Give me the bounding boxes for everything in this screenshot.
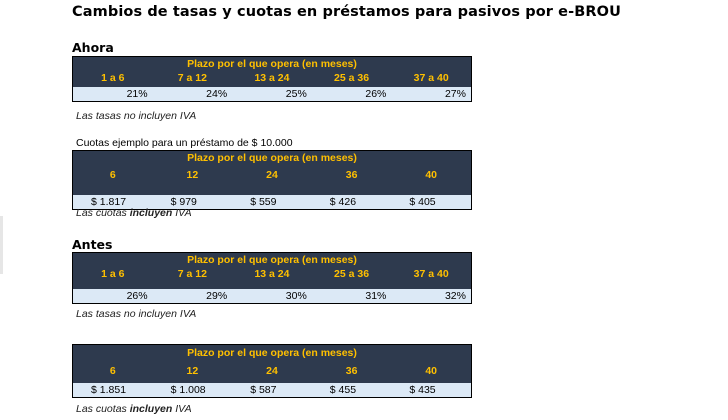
header-spacer [73, 283, 471, 289]
rate-cell: 21% [126, 88, 148, 100]
quotas-table-antes: Plazo por el que opera (en meses) 6 12 2… [72, 344, 472, 398]
quota-cell: $ 426 [329, 196, 357, 208]
column-header: 24 [266, 365, 278, 377]
column-header: 25 a 36 [334, 268, 370, 280]
term-super-header: Plazo por el que opera (en meses) [187, 58, 357, 70]
rate-cell: 27% [444, 88, 466, 100]
column-header: 13 a 24 [254, 268, 290, 280]
column-header: 1 a 6 [101, 268, 125, 280]
rates-table-ahora: Plazo por el que opera (en meses) 1 a 6 … [72, 56, 472, 102]
column-header: 7 a 12 [177, 268, 207, 280]
column-header: 6 [109, 169, 116, 181]
term-column-headers: 6 12 24 36 40 [73, 165, 471, 187]
table-header: Plazo por el que opera (en meses) 1 a 6 … [73, 57, 471, 87]
rate-cell: 25% [285, 88, 307, 100]
table-header: Plazo por el que opera (en meses) 1 a 6 … [73, 253, 471, 283]
column-header: 37 a 40 [413, 268, 449, 280]
rates-table-antes: Plazo por el que opera (en meses) 1 a 6 … [72, 252, 472, 304]
column-header: 40 [425, 169, 438, 181]
column-header: 40 [425, 365, 438, 377]
left-edge-mark [0, 216, 3, 274]
quota-cell: $ 979 [170, 196, 197, 208]
column-header: 36 [345, 365, 358, 377]
term-column-headers: 1 a 6 7 a 12 13 a 24 25 a 36 37 a 40 [73, 267, 471, 283]
rate-cell: 26% [126, 290, 148, 302]
header-spacer [73, 187, 471, 195]
quotas-table-ahora: Plazo por el que opera (en meses) 6 12 2… [72, 150, 472, 210]
quota-cell: $ 435 [409, 384, 436, 396]
page-title: Cambios de tasas y cuotas en préstamos p… [72, 4, 621, 20]
rate-cell: 24% [206, 88, 228, 100]
column-header: 6 [109, 365, 116, 377]
table-row: $ 1.851 $ 1.008 $ 587 $ 455 $ 435 [73, 383, 471, 397]
term-column-headers: 1 a 6 7 a 12 13 a 24 25 a 36 37 a 40 [73, 71, 471, 87]
example-caption: Cuotas ejemplo para un préstamo de $ 10.… [76, 137, 293, 149]
rate-cell: 30% [285, 290, 307, 302]
rate-cell: 29% [206, 290, 228, 302]
term-column-headers: 6 12 24 36 40 [73, 361, 471, 383]
table-header: Plazo por el que opera (en meses) 6 12 2… [73, 151, 471, 187]
quota-cell: $ 1.817 [91, 196, 127, 208]
table-row: 26% 29% 30% 31% 32% [73, 289, 471, 303]
quota-cell: $ 455 [329, 384, 357, 396]
column-header: 25 a 36 [334, 72, 370, 84]
column-header: 12 [186, 169, 199, 181]
quota-cell: $ 559 [250, 196, 277, 208]
table-row: $ 1.817 $ 979 $ 559 $ 426 $ 405 [73, 195, 471, 209]
quota-cell: $ 1.008 [170, 384, 206, 396]
column-header: 12 [186, 365, 199, 377]
quota-cell: $ 1.851 [91, 384, 127, 396]
column-header: 1 a 6 [101, 72, 125, 84]
quotas-note: Las cuotas incluyen IVA [76, 207, 192, 219]
term-super-header: Plazo por el que opera (en meses) [187, 152, 357, 164]
term-super-header: Plazo por el que opera (en meses) [187, 347, 357, 359]
quotas-note: Las cuotas incluyen IVA [76, 403, 192, 415]
column-header: 7 a 12 [177, 72, 207, 84]
column-header: 24 [266, 169, 278, 181]
rate-cell: 31% [365, 290, 387, 302]
column-header: 13 a 24 [254, 72, 290, 84]
table-row: 21% 24% 25% 26% 27% [73, 87, 471, 101]
quota-cell: $ 587 [250, 384, 277, 396]
rates-note: Las tasas no incluyen IVA [76, 308, 197, 320]
section-heading-antes: Antes [72, 237, 113, 252]
rates-note: Las tasas no incluyen IVA [76, 110, 197, 122]
term-super-header: Plazo por el que opera (en meses) [187, 254, 357, 266]
column-header: 36 [345, 169, 358, 181]
rate-cell: 26% [365, 88, 387, 100]
quota-cell: $ 405 [409, 196, 436, 208]
table-header: Plazo por el que opera (en meses) 6 12 2… [73, 345, 471, 383]
column-header: 37 a 40 [413, 72, 449, 84]
rate-cell: 32% [444, 290, 466, 302]
section-heading-ahora: Ahora [72, 40, 114, 55]
